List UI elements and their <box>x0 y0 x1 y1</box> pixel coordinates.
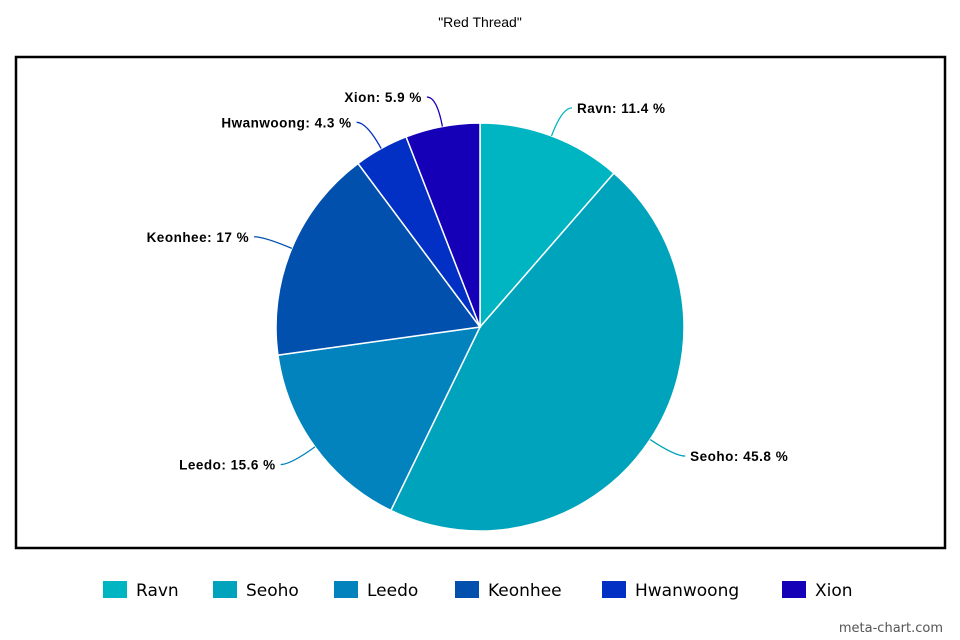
legend-label-keonhee: Keonhee <box>488 581 562 601</box>
leader-line-hwanwoong <box>356 121 382 149</box>
slice-label-seoho: Seoho: 45.8 % <box>690 449 788 464</box>
pie-slice-xion <box>405 122 481 328</box>
pie-slice-keonhee <box>275 162 482 356</box>
legend-swatch-ravn <box>103 581 127 598</box>
slice-label-hwanwoong: Hwanwoong: 4.3 % <box>221 115 351 130</box>
slices-group <box>275 122 685 532</box>
legend-swatch-hwanwoong <box>602 581 626 598</box>
legend-swatch-seoho <box>213 581 237 598</box>
watermark: meta-chart.com <box>839 621 943 636</box>
slice-labels-group: Ravn: 11.4 % Seoho: 45.8 % Leedo: 15.6 % Ke… <box>147 90 788 473</box>
leader-line-ravn <box>550 107 573 137</box>
legend-item-seoho[interactable]: Seoho <box>213 581 299 601</box>
legend-label-seoho: Seoho <box>246 581 299 601</box>
slice-label-leedo: Leedo: 15.6 % <box>179 458 276 473</box>
leader-line-seoho <box>649 438 686 457</box>
legend-swatch-xion <box>782 581 806 598</box>
legend-label-hwanwoong: Hwanwoong <box>635 581 739 601</box>
leader-line-leedo <box>280 446 316 466</box>
leader-line-xion <box>426 96 444 127</box>
pie-slice-ravn <box>479 122 616 330</box>
slice-label-ravn: Ravn: 11.4 % <box>577 101 666 116</box>
legend-swatch-keonhee <box>455 581 479 598</box>
slice-label-xion: Xion: 5.9 % <box>344 90 422 105</box>
chart-title: "Red Thread" <box>438 14 522 30</box>
slice-label-keonhee: Keonhee: 17 % <box>147 230 250 245</box>
legend-label-xion: Xion <box>815 581 853 601</box>
legend-item-leedo[interactable]: Leedo <box>334 581 418 601</box>
legend-item-xion[interactable]: Xion <box>782 581 853 601</box>
legend: Ravn Seoho Leedo Keonhee Hwanwoong Xion <box>103 581 853 601</box>
legend-label-ravn: Ravn <box>136 581 179 601</box>
legend-item-keonhee[interactable]: Keonhee <box>455 581 562 601</box>
leader-lines-group <box>254 96 686 466</box>
legend-item-ravn[interactable]: Ravn <box>103 581 179 601</box>
pie-slice-seoho <box>389 172 685 532</box>
legend-swatch-leedo <box>334 581 358 598</box>
leader-line-keonhee <box>254 236 293 249</box>
legend-item-hwanwoong[interactable]: Hwanwoong <box>602 581 739 601</box>
legend-label-leedo: Leedo <box>367 581 418 601</box>
pie-slice-leedo <box>277 326 482 512</box>
